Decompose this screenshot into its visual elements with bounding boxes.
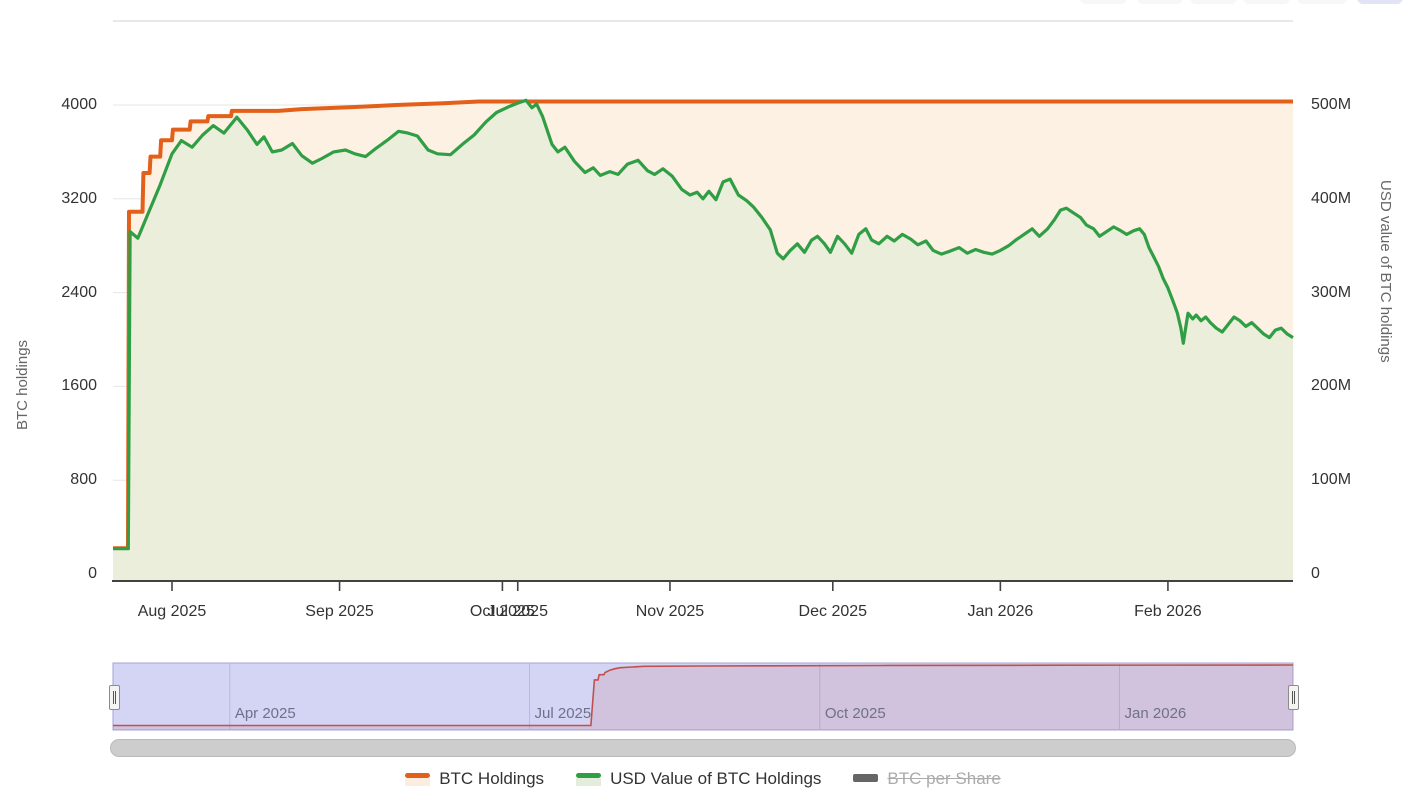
y-axis-right-label: 100M [1311, 471, 1352, 489]
y-axis-left-title: BTC holdings [14, 339, 31, 430]
x-axis-label: Feb 2026 [1134, 603, 1202, 620]
x-axis-label: Nov 2025 [635, 603, 705, 620]
x-axis-label: Jan 2026 [967, 603, 1034, 620]
range-selector-button[interactable] [1297, 0, 1347, 4]
y-axis-right-label: 0 [1311, 565, 1320, 582]
legend-label: USD Value of BTC Holdings [610, 769, 822, 788]
header-divider [113, 20, 1293, 22]
range-selector-button[interactable] [1190, 0, 1237, 4]
x-axis-label: Jul 2025 [487, 603, 548, 620]
range-selector-button[interactable] [1243, 0, 1290, 4]
range-selector-button[interactable] [1137, 0, 1183, 4]
x-axis-label: Aug 2025 [137, 603, 207, 620]
legend: BTC Holdings USD Value of BTC Holdings BTC… [113, 769, 1293, 789]
navigator-left-handle[interactable] [109, 685, 120, 710]
btc-holdings-legend-marker [405, 771, 431, 787]
x-axis-label: Dec 2025 [798, 603, 868, 620]
usd-value-of-btc-holdings-legend-marker [576, 771, 602, 787]
navigator-label: Oct 2025 [824, 705, 886, 722]
scrollbar-thumb[interactable] [110, 739, 1296, 757]
btc-holdings-line [113, 99, 1293, 551]
btc-per-share-legend-marker [853, 771, 879, 787]
y-axis-left-label: 2400 [61, 283, 97, 301]
y-axis-left-label: 4000 [61, 96, 97, 113]
legend-label: BTC per Share [887, 769, 1001, 788]
navigator-label: Jan 2026 [1124, 705, 1187, 722]
y-axis-left-label: 800 [70, 471, 97, 489]
range-selector-button[interactable] [1080, 0, 1127, 4]
usd-value-of-btc-holdings-area [113, 100, 1293, 582]
y-axis-left-label: 0 [88, 565, 97, 582]
navigator-label: Jul 2025 [534, 705, 592, 722]
y-axis-left-label: 3200 [61, 189, 97, 207]
legend-item-btc-per-share[interactable]: BTC per Share [853, 769, 1001, 789]
y-axis-right-label: 500M [1311, 96, 1352, 113]
y-axis-right-title: USD value of BTC holdings [1377, 180, 1394, 363]
legend-item-usd-value-of-btc-holdings[interactable]: USD Value of BTC Holdings [576, 769, 821, 789]
y-axis-right-label: 400M [1311, 189, 1352, 207]
y-axis-right-label: 300M [1311, 283, 1352, 301]
x-axis-label: Sep 2025 [305, 603, 374, 620]
y-axis-left-label: 1600 [61, 377, 97, 395]
legend-label: BTC Holdings [439, 769, 545, 788]
x-axis-label: Oct 2025 [469, 603, 535, 620]
navigator-series-area [113, 665, 1293, 730]
usd-value-of-btc-holdings-line [113, 98, 1294, 551]
y-axis-right-label: 200M [1311, 377, 1352, 395]
legend-item-btc-holdings[interactable]: BTC Holdings [405, 769, 544, 789]
navigator-series-line [113, 664, 1294, 727]
navigator-right-handle[interactable] [1288, 685, 1299, 710]
navigator-mask[interactable] [112, 662, 1294, 731]
range-selector-button[interactable] [1357, 0, 1403, 4]
navigator-label: Apr 2025 [234, 705, 296, 722]
